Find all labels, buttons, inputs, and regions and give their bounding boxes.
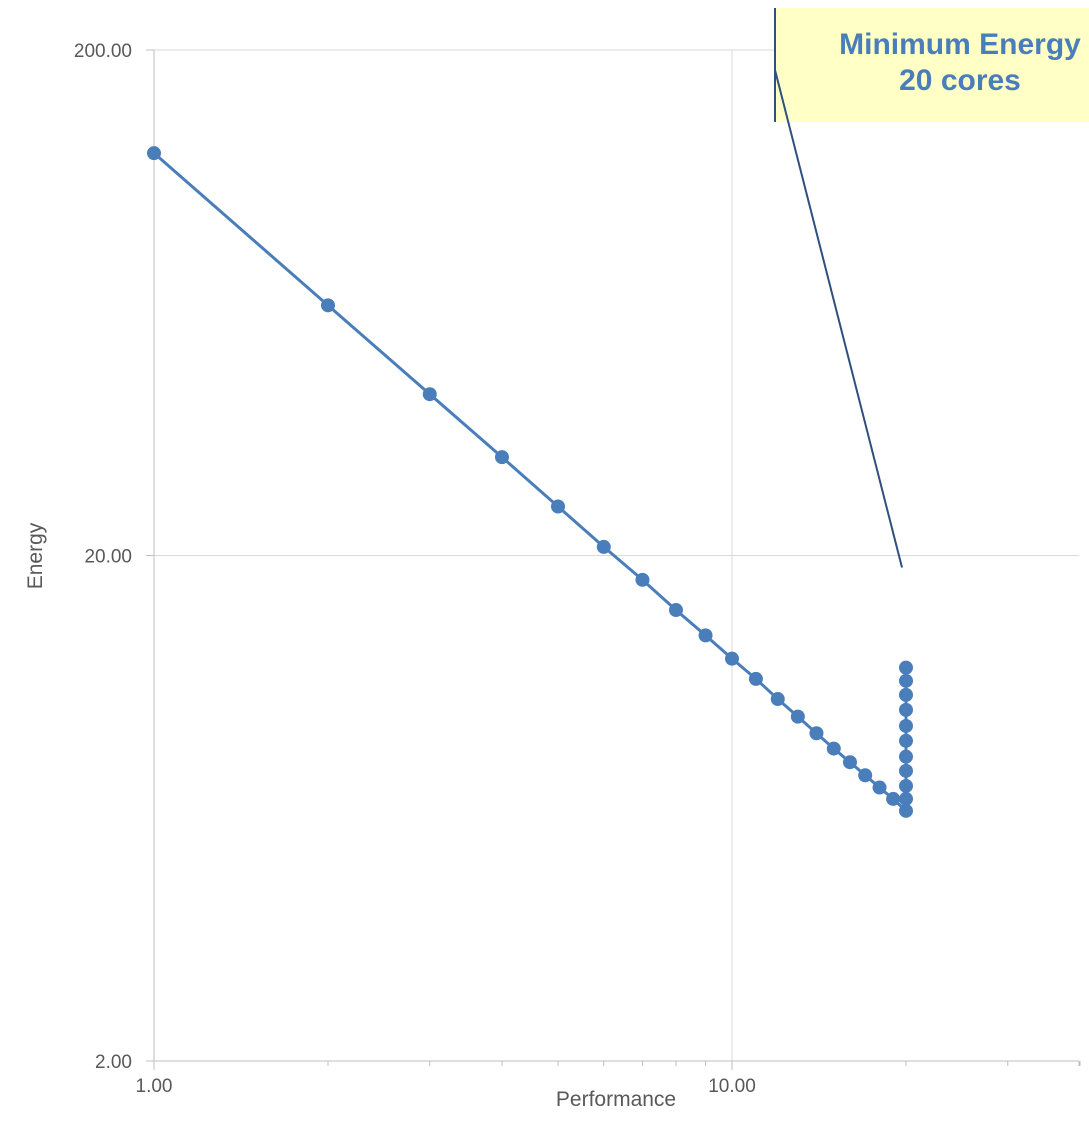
data-point: [725, 651, 739, 666]
callout-text: Minimum Energy: [839, 28, 1081, 61]
data-point: [790, 709, 805, 724]
x-tick-label: 1.00: [136, 1076, 173, 1097]
data-point: [872, 780, 887, 795]
data-point: [635, 572, 650, 587]
y-tick-label: 200.00: [74, 41, 132, 62]
data-point: [898, 660, 913, 675]
tick-labels: 2.00 20.00 200.00 1.00 10.00: [74, 41, 756, 1097]
data-point: [898, 791, 913, 806]
y-tick-label: 2.00: [95, 1052, 132, 1073]
data-point: [886, 791, 901, 806]
callout-leader-line: [774, 69, 903, 568]
data-point: [898, 702, 913, 717]
data-point: [898, 733, 913, 748]
data-point: [320, 298, 335, 313]
data-point: [668, 603, 683, 618]
data-point: [826, 741, 841, 756]
data-point: [809, 726, 824, 741]
data-point: [770, 692, 785, 707]
data-point: [898, 718, 913, 733]
data-point: [898, 778, 913, 793]
x-tick-label: 10.00: [708, 1076, 756, 1097]
data-point: [551, 499, 566, 514]
data-series: [147, 146, 913, 818]
data-point: [147, 146, 161, 161]
data-point: [898, 803, 913, 818]
callout-box: [775, 8, 1089, 122]
y-tick-label: 20.00: [84, 547, 132, 568]
data-point: [858, 768, 873, 783]
data-point: [494, 450, 509, 465]
data-point: [898, 687, 913, 702]
y-axis-title: Energy: [24, 522, 47, 589]
data-point: [898, 749, 913, 764]
data-point: [698, 628, 713, 643]
data-point: [748, 671, 763, 686]
data-point: [898, 673, 913, 688]
data-point: [842, 755, 857, 770]
data-point: [422, 387, 437, 402]
gridlines: [154, 49, 1079, 1061]
data-point: [898, 763, 913, 778]
axes: [146, 49, 1081, 1070]
callout-text: 20 cores: [899, 64, 1021, 97]
x-axis-title: Performance: [556, 1088, 676, 1111]
data-point: [596, 539, 611, 554]
